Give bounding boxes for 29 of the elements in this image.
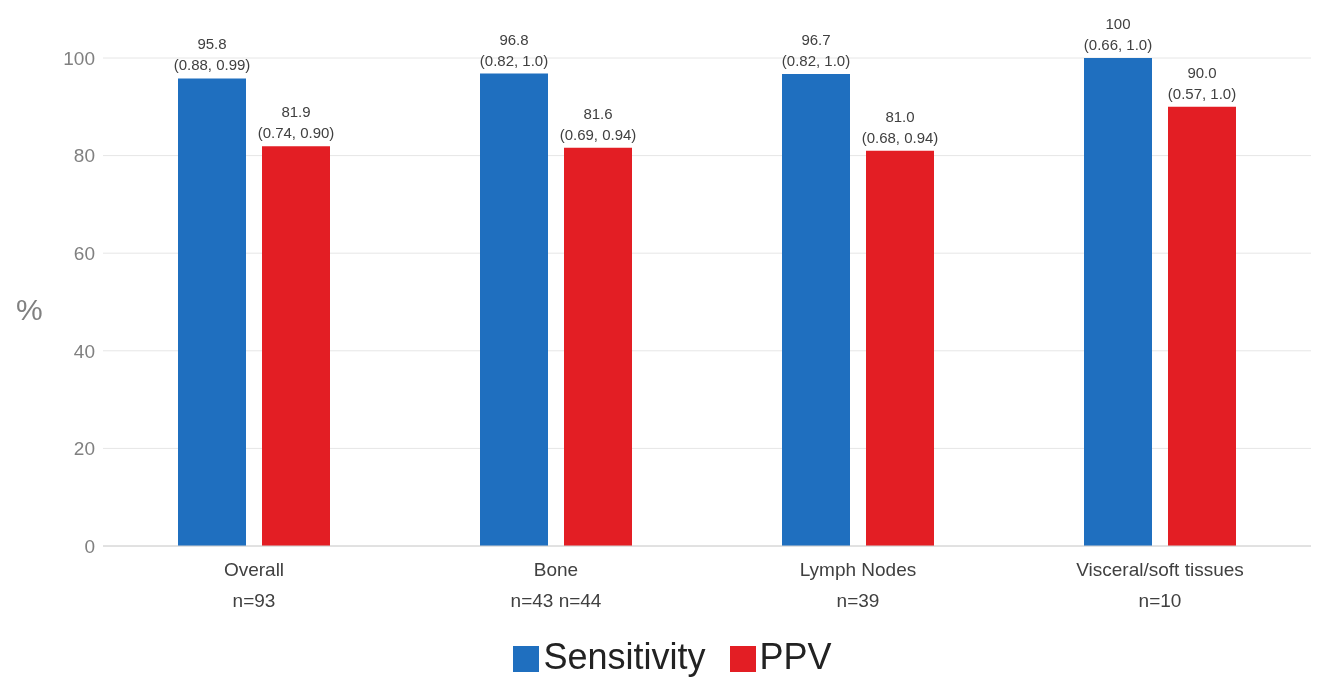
bar: [782, 74, 850, 546]
bar: [480, 73, 548, 546]
bar: [1084, 58, 1152, 546]
y-tick-label: 20: [73, 438, 95, 460]
bar: [564, 147, 632, 546]
legend-label: Sensitivity: [543, 636, 706, 677]
data-label: 95.8 (0.88, 0.99): [173, 35, 251, 74]
bar: [178, 78, 246, 546]
x-tick-label: Lymph Nodes n=39: [799, 559, 917, 611]
data-label: 90.0 (0.57, 1.0): [1167, 63, 1237, 102]
data-label: 96.7 (0.82, 1.0): [781, 31, 851, 70]
x-tick-label: Visceral/soft tissues n=10: [1076, 559, 1244, 611]
y-tick-label: 100: [63, 47, 95, 69]
y-axis-title: %: [16, 293, 43, 327]
y-tick-label: 80: [73, 145, 95, 167]
x-tick-label: Bone n=43 n=44: [510, 559, 602, 611]
x-tick-label: Overall n=93: [223, 559, 285, 611]
bar: [1168, 106, 1236, 546]
legend-label: PPV: [759, 636, 832, 677]
y-tick-label: 60: [73, 242, 95, 264]
bar: [262, 146, 330, 546]
data-label: 81.6 (0.69, 0.94): [559, 104, 637, 143]
data-label: 96.8 (0.82, 1.0): [479, 30, 549, 69]
data-label: 81.0 (0.68, 0.94): [861, 107, 939, 146]
bar: [866, 150, 934, 546]
data-label: 81.9 (0.74, 0.90): [257, 103, 335, 142]
y-tick-label: 0: [84, 535, 95, 557]
y-tick-label: 40: [73, 340, 95, 362]
data-label: 100 (0.66, 1.0): [1083, 15, 1153, 53]
